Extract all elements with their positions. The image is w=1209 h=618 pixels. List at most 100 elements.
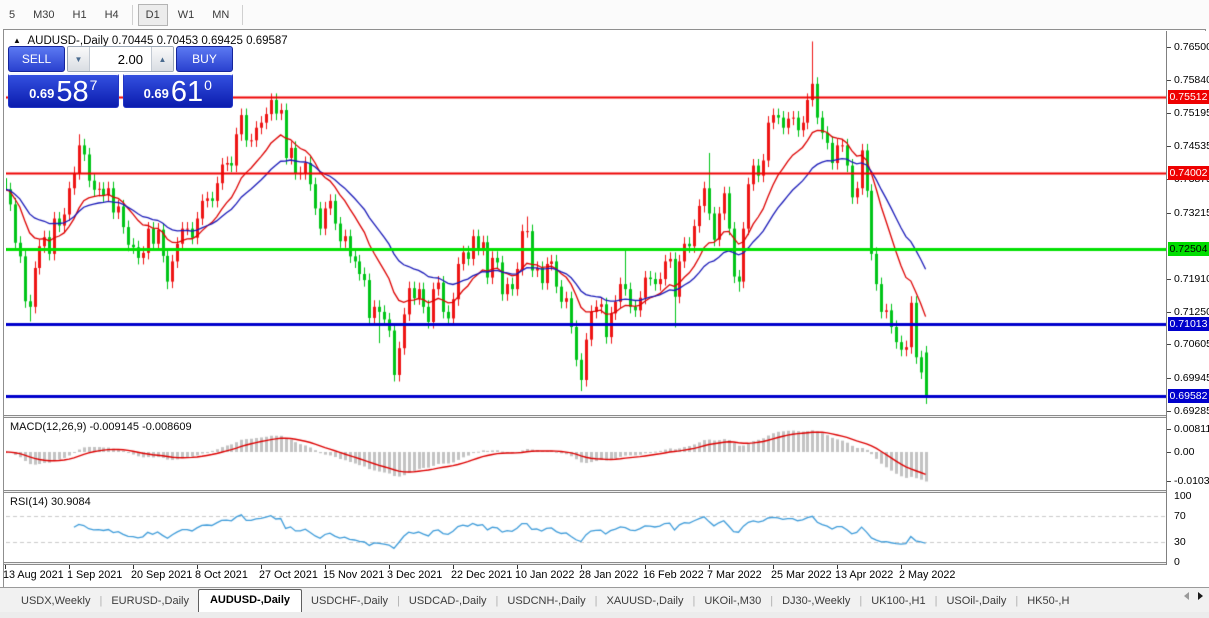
chart-tab-ukoil-m30[interactable]: UKOil-,M30 <box>704 595 762 607</box>
volume-increase-icon[interactable]: ▲ <box>151 47 173 71</box>
date-label: 20 Sep 2021 <box>131 569 193 581</box>
date-label: 25 Mar 2022 <box>771 569 832 581</box>
tab-separator: | <box>594 595 598 607</box>
volume-stepper: ▼ ▲ <box>67 46 174 72</box>
timeframe-button-mn[interactable]: MN <box>212 8 230 21</box>
date-tick <box>5 565 6 569</box>
date-label: 28 Jan 2022 <box>579 569 639 581</box>
chart-tab-usdcnh-daily[interactable]: USDCNH-,Daily <box>507 595 586 607</box>
chart-tab-usdchf-daily[interactable]: USDCHF-,Daily <box>311 595 389 607</box>
sell-button[interactable]: SELL <box>8 46 65 72</box>
price-badge: 0.75512 <box>1168 89 1209 104</box>
scale-label: 0.76500 <box>1174 40 1209 53</box>
tab-separator: | <box>859 595 863 607</box>
rsi-label: RSI(14) 30.9084 <box>10 496 91 508</box>
tab-separator: | <box>770 595 774 607</box>
date-tick <box>69 565 70 569</box>
scale-tick <box>1167 378 1171 379</box>
date-tick <box>517 565 518 569</box>
date-tick <box>901 565 902 569</box>
date-axis[interactable]: 13 Aug 2021 1 Sep 2021 20 Sep 2021 8 Oct 20… <box>3 565 1207 587</box>
scale-tick <box>1167 146 1171 147</box>
date-label: 15 Nov 2021 <box>323 569 385 581</box>
date-label: 7 Mar 2022 <box>707 569 762 581</box>
chart-tab-usdx-weekly[interactable]: USDX,Weekly <box>21 595 91 607</box>
price-badge: 0.72504 <box>1168 241 1209 256</box>
chart-tab-hk50-h[interactable]: HK50-,H <box>1027 595 1070 607</box>
date-label: 10 Jan 2022 <box>515 569 575 581</box>
scale-tick <box>1167 213 1171 214</box>
timeframe-button-d1[interactable]: D1 <box>137 3 168 26</box>
chart-tab-dj30-weekly[interactable]: DJ30-,Weekly <box>782 595 851 607</box>
chart-tab-eurusd-daily[interactable]: EURUSD-,Daily <box>111 595 189 607</box>
tab-separator: | <box>99 595 103 607</box>
macd-pane-canvas[interactable] <box>6 418 1166 490</box>
pane-splitter-dates <box>4 562 1207 565</box>
chart-tab-usdcad-daily[interactable]: USDCAD-,Daily <box>408 595 487 607</box>
scale-tick <box>1167 279 1171 280</box>
price-badge: 0.69582 <box>1168 389 1209 404</box>
tab-scroll-left-icon[interactable] <box>1184 592 1189 600</box>
date-label: 22 Dec 2021 <box>451 569 513 581</box>
timeframe-button-5[interactable]: 5 <box>9 8 16 21</box>
scale-label: 0.71250 <box>1174 305 1209 318</box>
tab-separator: | <box>397 595 400 607</box>
scale-label: 30 <box>1174 536 1186 549</box>
chart-tab-audusd-daily[interactable]: AUDUSD-,Daily <box>197 589 303 612</box>
date-tick <box>261 565 262 569</box>
timeframe-toolbar: 5 M30 H1 H4 D1 W1 MN <box>0 0 1209 29</box>
scale-label: 0.75195 <box>1174 106 1209 119</box>
one-click-collapse-icon[interactable]: ▲ <box>13 36 21 45</box>
price-scale[interactable]: 0.765000.758400.751950.745350.738750.732… <box>1166 31 1209 568</box>
scale-label: 0.69285 <box>1174 405 1209 417</box>
one-click-trading-panel: SELL ▼ ▲ BUY 0.69 58 7 0.69 61 0 <box>8 46 233 108</box>
tab-separator: | <box>1015 595 1019 607</box>
date-label: 1 Sep 2021 <box>67 569 123 581</box>
chart-tab-uk100-h1[interactable]: UK100-,H1 <box>871 595 926 607</box>
scale-tick <box>1167 80 1171 81</box>
date-tick <box>645 565 646 569</box>
scale-label: 100 <box>1174 489 1192 502</box>
chart-tab-usoil-daily[interactable]: USOil-,Daily <box>946 595 1007 607</box>
buy-price-display[interactable]: 0.69 61 0 <box>122 73 233 108</box>
sell-price-display[interactable]: 0.69 58 7 <box>8 73 119 108</box>
scale-tick <box>1167 113 1171 114</box>
volume-input[interactable] <box>90 47 151 71</box>
toolbar-separator <box>131 4 133 25</box>
pane-splitter-rsi[interactable] <box>4 490 1207 493</box>
scale-label: 0.75840 <box>1174 74 1209 87</box>
timeframe-button-m30[interactable]: M30 <box>33 8 55 21</box>
chart-tabs-bar: USDX,Weekly | EURUSD-,Daily AUDUSD-,Daily US… <box>0 587 1209 612</box>
chart-tab-xauusd-daily[interactable]: XAUUSD-,Daily <box>606 595 684 607</box>
timeframe-button-w1[interactable]: W1 <box>177 8 195 21</box>
date-tick <box>133 565 134 569</box>
date-label: 8 Oct 2021 <box>195 569 248 581</box>
buy-price-big: 61 <box>170 76 204 108</box>
date-label: 2 May 2022 <box>899 569 956 581</box>
chart-window <box>3 29 1207 587</box>
bottom-filler <box>0 612 1209 618</box>
date-label: 13 Apr 2022 <box>835 569 894 581</box>
timeframe-button-h4[interactable]: H4 <box>104 8 119 21</box>
price-badge: 0.74002 <box>1168 166 1209 181</box>
buy-button[interactable]: BUY <box>176 46 233 72</box>
timeframe-button-h1[interactable]: H1 <box>72 8 87 21</box>
date-tick <box>709 565 710 569</box>
scale-label: 0 <box>1174 556 1180 568</box>
date-tick <box>581 565 582 569</box>
chart-title: ▲ AUDUSD-,Daily 0.70445 0.70453 0.69425 … <box>13 35 288 47</box>
tab-separator: | <box>495 595 499 607</box>
rsi-pane-canvas[interactable] <box>6 493 1166 562</box>
volume-decrease-icon[interactable]: ▼ <box>68 47 90 71</box>
scale-tick <box>1167 312 1171 313</box>
date-tick <box>773 565 774 569</box>
date-tick <box>837 565 838 569</box>
date-label: 27 Oct 2021 <box>259 569 318 581</box>
pane-splitter-macd[interactable] <box>4 415 1207 418</box>
scale-tick <box>1167 429 1171 430</box>
tab-scroll-right-icon[interactable] <box>1198 592 1203 600</box>
date-tick <box>389 565 390 569</box>
date-tick <box>453 565 454 569</box>
